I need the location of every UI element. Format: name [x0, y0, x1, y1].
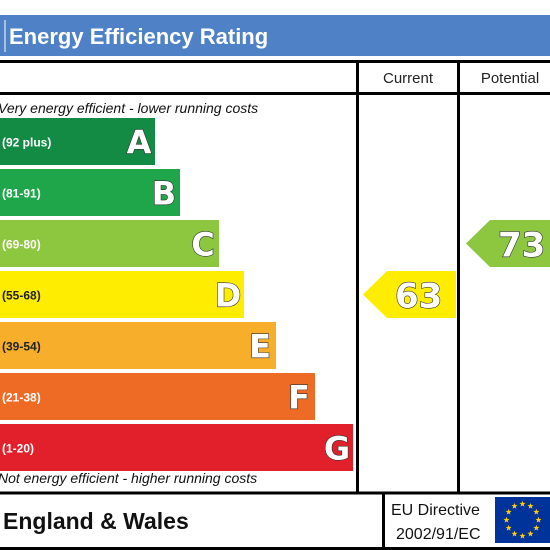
arrow-value: 63: [395, 277, 442, 317]
eu-star: [527, 502, 534, 509]
potential-column-header: Potential: [481, 70, 539, 87]
current-column-header: Current: [383, 70, 434, 87]
potential-rating-arrow: 73: [466, 220, 550, 267]
band-bar: [0, 271, 244, 318]
arrow-shape: [363, 271, 456, 318]
band-range-label: (81-91): [2, 187, 41, 201]
eu-star: [527, 530, 534, 537]
band-letter: F: [288, 379, 310, 417]
band-d: (55-68) D: [0, 271, 244, 318]
eu-star: [503, 516, 510, 523]
band-range-label: (1-20): [2, 442, 34, 456]
eu-star: [511, 502, 518, 509]
band-bar: [0, 322, 276, 369]
band-letter: A: [127, 124, 152, 162]
band-range-label: (21-38): [2, 391, 41, 405]
band-letter: C: [191, 226, 214, 264]
band-a: (92 plus) A: [0, 118, 155, 165]
band-range-label: (92 plus): [2, 136, 51, 150]
band-letter: G: [324, 430, 350, 468]
band-bar: [0, 118, 155, 165]
band-range-label: (69-80): [2, 238, 41, 252]
band-e: (39-54) E: [0, 322, 276, 369]
eu-flag-icon: [495, 497, 550, 543]
eu-star: [533, 524, 540, 531]
band-f: (21-38) F: [0, 373, 315, 420]
band-range-label: (55-68): [2, 289, 41, 303]
eu-star: [511, 530, 518, 537]
arrow-shape: [466, 220, 550, 267]
band-letter: E: [249, 328, 271, 366]
band-c: (69-80) C: [0, 220, 219, 267]
band-b: (81-91) B: [0, 169, 180, 216]
band-letter: D: [215, 277, 242, 315]
band-bar: [0, 424, 353, 471]
title-bar: [0, 15, 550, 56]
bottom-note: Not energy efficient - higher running co…: [0, 470, 257, 486]
band-letter: B: [152, 175, 176, 213]
frame: [0, 60, 550, 550]
band-bar: [0, 220, 219, 267]
eu-directive-line1: EU Directive: [391, 502, 480, 519]
band-range-label: (39-54): [2, 340, 41, 354]
eu-star: [505, 508, 512, 515]
top-note: Very energy efficient - lower running co…: [0, 100, 258, 116]
current-rating-arrow: 63: [363, 271, 456, 318]
eu-star: [533, 508, 540, 515]
eu-star: [505, 524, 512, 531]
region-label: England & Wales: [3, 508, 189, 534]
arrow-value: 73: [498, 226, 545, 266]
band-bar: [0, 373, 315, 420]
band-g: (1-20) G: [0, 424, 353, 471]
eu-star: [519, 500, 526, 507]
chart-title: Energy Efficiency Rating: [9, 24, 268, 49]
rating-bands: (92 plus) A (81-91) B (69-80) C (55-68) D (39-54…: [0, 118, 353, 471]
rating-arrows: 63 73: [363, 220, 550, 318]
eu-directive-line2: 2002/91/EC: [396, 526, 481, 543]
eu-star: [519, 532, 526, 539]
band-bar: [0, 169, 180, 216]
eu-star: [535, 516, 542, 523]
